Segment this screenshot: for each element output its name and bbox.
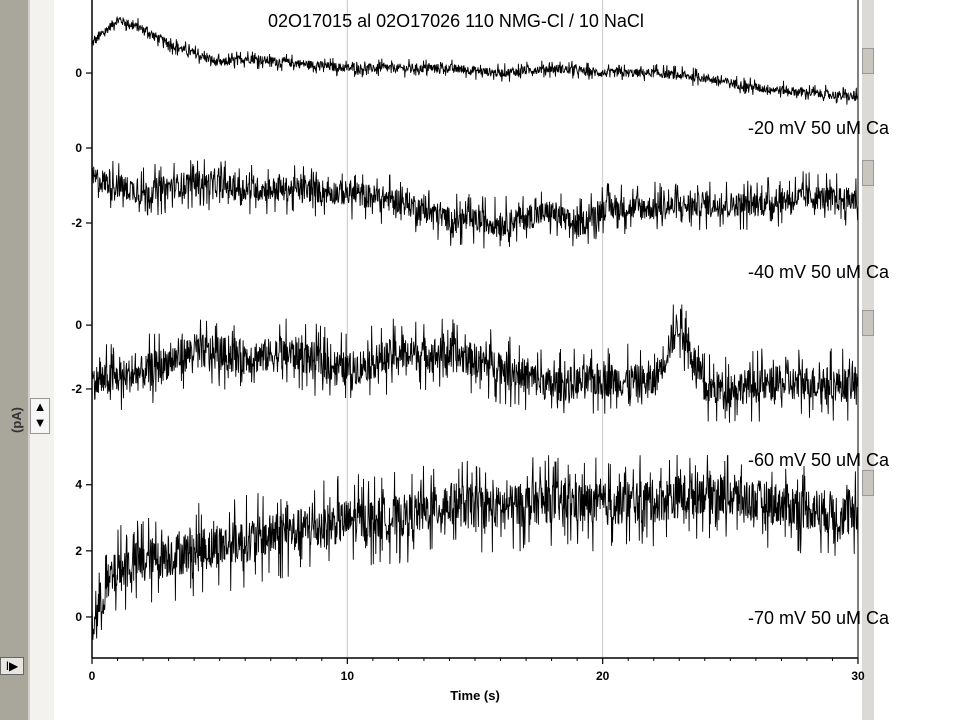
y-tick-label: 0: [75, 66, 82, 80]
x-tick-label: 20: [596, 669, 610, 683]
axis-gutter: [30, 0, 54, 720]
trace-2-handle[interactable]: [862, 160, 874, 186]
left-panel-divider: [28, 0, 30, 720]
y-tick-label: 0: [75, 318, 82, 332]
series-label-4: -70 mV 50 uM Ca: [748, 608, 890, 628]
x-tick-label: 30: [851, 669, 865, 683]
series-label-2: -40 mV 50 uM Ca: [748, 262, 890, 282]
y-tick-label: 0: [75, 141, 82, 155]
y-tick-label: -2: [71, 216, 82, 230]
trace-1-handle[interactable]: [862, 48, 874, 74]
axis-layer: [86, 0, 859, 664]
trace-4-handle[interactable]: [862, 470, 874, 496]
trace-3-handle[interactable]: [862, 310, 874, 336]
x-tick-label: 10: [341, 669, 355, 683]
y-tick-label: 0: [75, 610, 82, 624]
play-cursor-button[interactable]: I▶: [0, 657, 24, 675]
series-label-3: -60 mV 50 uM Ca: [748, 450, 890, 470]
chart-title: 02O17015 al 02O17026 110 NMG-Cl / 10 NaC…: [268, 11, 644, 31]
y-tick-label: 4: [75, 478, 82, 492]
trace-series-1: [91, 15, 859, 105]
y-scale-spinner[interactable]: ▲ ▼: [30, 398, 50, 434]
x-tick-label: 0: [89, 669, 96, 683]
label-margin: [874, 0, 960, 720]
grid-layer: [346, 0, 604, 658]
y-tick-label: 2: [75, 544, 82, 558]
trace-series-2: [91, 159, 859, 249]
trace-series-3: [91, 304, 859, 423]
x-axis-title: Time (s): [450, 688, 500, 703]
scale-up-arrow-icon[interactable]: ▲: [33, 399, 47, 414]
scale-down-arrow-icon[interactable]: ▼: [33, 415, 47, 430]
y-tick-label: -2: [71, 382, 82, 396]
trace-series-4: [91, 454, 859, 640]
left-side-panel: [0, 0, 28, 720]
trace-layer: [91, 15, 859, 640]
series-label-1: -20 mV 50 uM Ca: [748, 118, 890, 138]
